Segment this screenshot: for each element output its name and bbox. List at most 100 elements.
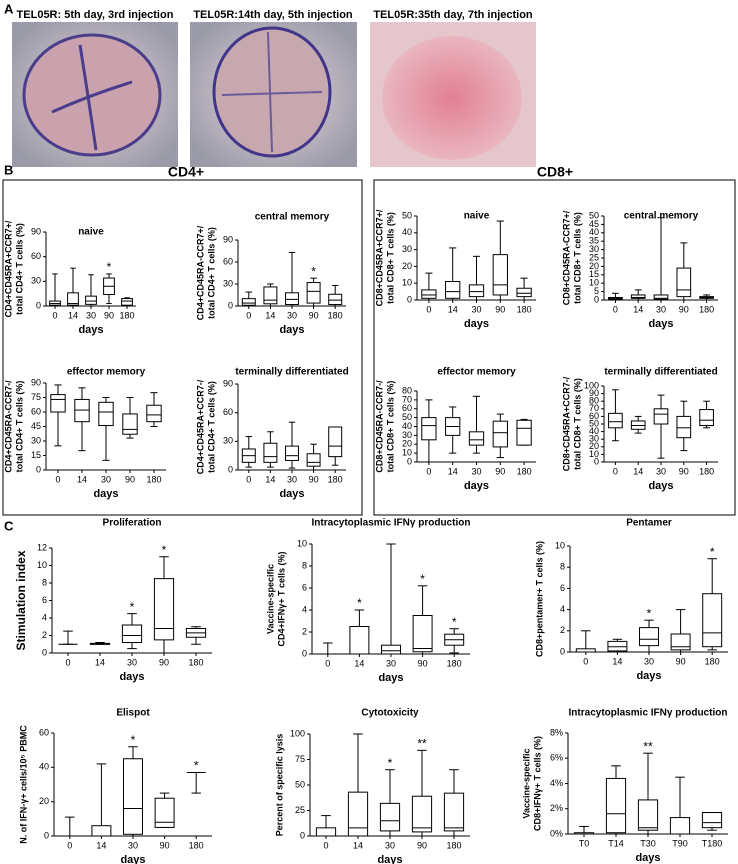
- x-axis-label: days: [279, 324, 304, 336]
- y-tick-label: 30: [31, 435, 41, 445]
- x-tick-label: 0: [65, 657, 70, 667]
- y-tick-label: 90: [31, 226, 41, 236]
- y-tick-label: 2%: [550, 803, 563, 813]
- x-tick-label: 30: [287, 474, 297, 484]
- y-tick-label: 50: [295, 779, 305, 789]
- box: [91, 825, 112, 837]
- chart-title: terminally differentiated: [235, 367, 348, 378]
- y-tick-label: 40: [402, 421, 412, 431]
- y-tick-label: 2: [560, 625, 565, 635]
- box: [607, 640, 628, 652]
- y-axis-label: CD4+CD45RA-CCR7-/: [3, 380, 13, 473]
- x-tick-label: 180: [447, 658, 462, 668]
- y-axis-label: total CD4+ T cells (%): [206, 381, 216, 473]
- chart-title: Proliferation: [103, 518, 162, 529]
- x-tick-label: 30: [287, 310, 297, 320]
- y-tick-label: 0: [407, 456, 412, 466]
- x-tick-label: 14: [95, 657, 105, 667]
- x-tick-label: 14: [633, 304, 643, 314]
- box: [653, 294, 669, 300]
- chart-title: central memory: [255, 212, 330, 223]
- x-tick-label: 14: [96, 840, 106, 850]
- box: [98, 401, 114, 427]
- y-tick-label: 10: [297, 538, 307, 548]
- box: [421, 417, 437, 441]
- box: [670, 633, 691, 651]
- box: [699, 409, 714, 427]
- x-tick-label: 0: [55, 474, 60, 484]
- box-plot: terminally differentiated 0 30 60 90 CD4+CD45…: [195, 367, 348, 500]
- y-tick-label: 30: [589, 244, 599, 254]
- x-tick-label: 0: [613, 304, 618, 314]
- x-tick-label: 0: [426, 304, 431, 314]
- panel-label: B: [4, 162, 13, 177]
- photo-caption: TEL05R:14th day, 5th injection: [193, 9, 353, 21]
- x-tick-label: 0: [583, 656, 588, 666]
- group-frame: [2, 179, 363, 516]
- box: [637, 799, 659, 831]
- significance-mark: *: [130, 600, 135, 614]
- x-tick-label: 180: [328, 474, 343, 484]
- box: [85, 295, 97, 305]
- y-axis-label: Vaccine-specific: [265, 564, 275, 634]
- x-tick-label: 180: [328, 310, 343, 320]
- x-tick-label: 180: [517, 466, 532, 476]
- y-tick-label: 0: [302, 648, 307, 658]
- y-tick-label: 4: [42, 612, 47, 622]
- y-tick-label: 100: [290, 728, 305, 738]
- y-tick-label: 6: [560, 583, 565, 593]
- y-tick-label: 20: [402, 439, 412, 449]
- y-tick-label: 12: [37, 542, 47, 552]
- box: [468, 284, 485, 298]
- y-tick-label: 0: [44, 830, 49, 840]
- box-plot: naive 0 30 60 90 CD4+CD45RA+CCR7+/total CD4+ …: [3, 220, 136, 336]
- significance-mark: *: [647, 606, 652, 620]
- box: [122, 413, 138, 435]
- y-tick-label: 90: [223, 378, 233, 388]
- significance-mark: *: [194, 759, 199, 773]
- x-tick-label: 180: [189, 840, 204, 850]
- y-tick-label: 60: [589, 411, 599, 421]
- x-axis-label: days: [464, 480, 489, 492]
- x-tick-label: 0: [613, 466, 618, 476]
- y-tick-label: 0: [36, 300, 41, 310]
- chart-title: Intracytoplasmic IFNγ production: [569, 708, 728, 719]
- significance-mark: **: [643, 739, 653, 753]
- group-title: CD8+: [537, 164, 573, 180]
- x-tick-label: 180: [146, 474, 161, 484]
- x-tick-label: 180: [699, 304, 714, 314]
- y-tick-label: 4%: [550, 778, 563, 788]
- chart-title: Pentamer: [626, 518, 672, 529]
- x-tick-label: 180: [699, 466, 714, 476]
- y-axis-label: N. of IFN-γ+ cells/10⁵ PBMC: [18, 725, 28, 844]
- x-tick-label: 30: [385, 840, 395, 850]
- x-axis-label: days: [464, 318, 489, 330]
- panel-label: A: [4, 1, 14, 16]
- x-axis-label: days: [378, 672, 403, 684]
- box: [516, 287, 532, 298]
- box: [492, 254, 508, 296]
- box-plot: central memory 0 30 60 90 CD4+CD45RA-CCR7+/to…: [195, 212, 346, 336]
- box: [306, 453, 321, 467]
- box-plot: Pentamer 0 2 4 6 8 10 CD8+pentamer+ T cells (%)…: [534, 518, 728, 682]
- y-tick-label: 0: [228, 300, 233, 310]
- y-axis-label: Vaccine-specific: [521, 748, 531, 818]
- y-axis-label: CD8+CD45RA+CCR7+/: [374, 209, 384, 306]
- box: [411, 795, 433, 833]
- box: [123, 758, 143, 835]
- y-axis-label: CD4+CD45RA+CCR7-/: [195, 379, 205, 474]
- y-axis-label: CD8+CD45RA+CCR7-/: [561, 376, 571, 471]
- y-tick-label: 4: [560, 604, 565, 614]
- x-tick-label: 0: [246, 474, 251, 484]
- photo: [190, 22, 357, 167]
- box: [468, 431, 485, 446]
- x-tick-label: 30: [128, 840, 138, 850]
- y-tick-label: 75: [31, 392, 41, 402]
- x-tick-label: 0: [323, 840, 328, 850]
- significance-mark: *: [357, 596, 362, 610]
- x-tick-label: 14: [77, 474, 87, 484]
- x-tick-label: 14: [354, 658, 364, 668]
- x-tick-label: 90: [160, 840, 170, 850]
- x-axis-label: days: [377, 854, 402, 864]
